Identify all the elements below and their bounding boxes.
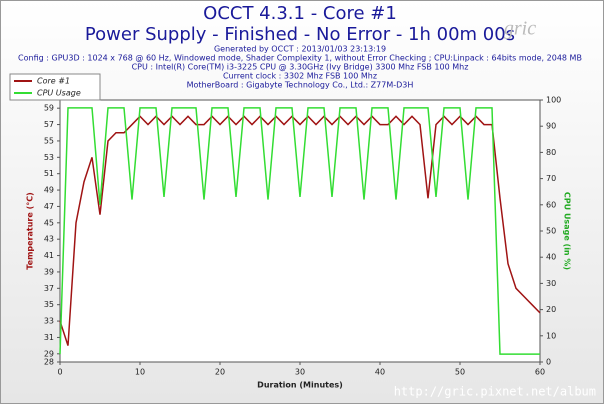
info-line: Generated by OCCT : 2013/01/03 23:13:19 bbox=[214, 45, 386, 54]
y2-tick-label: 40 bbox=[546, 253, 556, 262]
x-axis-label: Duration (Minutes) bbox=[257, 381, 343, 390]
y2-tick-label: 80 bbox=[546, 148, 556, 157]
y2-tick-label: 90 bbox=[546, 122, 556, 131]
x-tick-label: 0 bbox=[57, 368, 62, 377]
chart-subtitle: Power Supply - Finished - No Error - 1h … bbox=[85, 24, 515, 45]
info-line: Config : GPU3D : 1024 x 768 @ 60 Hz, Win… bbox=[18, 54, 582, 63]
y2-tick-label: 10 bbox=[546, 331, 556, 340]
info-line: CPU : Intel(R) Core(TM) i3-3225 CPU @ 3.… bbox=[132, 63, 469, 72]
y2-tick-label: 60 bbox=[546, 200, 556, 209]
info-line: MotherBoard : Gigabyte Technology Co., L… bbox=[187, 81, 414, 90]
y2-tick-label: 100 bbox=[546, 96, 561, 105]
y2-axis-label: CPU Usage (in %) bbox=[563, 192, 572, 270]
y-tick-label: 29 bbox=[44, 349, 54, 358]
info-line: Current clock : 3302 Mhz FSB 100 Mhz bbox=[223, 72, 377, 81]
y-tick-label: 35 bbox=[44, 300, 54, 309]
y-axis-label: Temperature (°C) bbox=[26, 192, 35, 270]
y-tick-label: 41 bbox=[44, 251, 54, 260]
y-tick-label: 47 bbox=[44, 202, 54, 211]
y2-tick-label: 30 bbox=[546, 279, 556, 288]
x-tick-label: 10 bbox=[135, 368, 145, 377]
y-tick-label: 31 bbox=[44, 333, 54, 342]
x-tick-label: 50 bbox=[455, 368, 465, 377]
y2-tick-label: 70 bbox=[546, 174, 556, 183]
x-tick-label: 40 bbox=[375, 368, 385, 377]
x-tick-label: 20 bbox=[215, 368, 225, 377]
x-tick-label: 60 bbox=[535, 368, 545, 377]
y-tick-label: 55 bbox=[44, 136, 54, 145]
legend-label: CPU Usage bbox=[37, 89, 81, 98]
y-tick-label: 28 bbox=[44, 358, 54, 367]
y-tick-label: 59 bbox=[44, 104, 54, 113]
y-tick-label: 49 bbox=[44, 186, 54, 195]
y-tick-label: 57 bbox=[44, 120, 54, 129]
y-tick-label: 33 bbox=[44, 317, 54, 326]
y2-tick-label: 20 bbox=[546, 305, 556, 314]
y-tick-label: 53 bbox=[44, 153, 54, 162]
legend bbox=[9, 73, 101, 101]
y-tick-label: 39 bbox=[44, 267, 54, 276]
watermark-url: http://gric.pixnet.net/album bbox=[394, 385, 596, 399]
chart-title: OCCT 4.3.1 - Core #1 bbox=[203, 3, 397, 24]
legend-label: Core #1 bbox=[37, 77, 70, 86]
y-tick-label: 45 bbox=[44, 218, 54, 227]
x-tick-label: 30 bbox=[295, 368, 305, 377]
watermark: gric bbox=[504, 18, 536, 40]
series-line bbox=[59, 107, 540, 355]
y2-tick-label: 50 bbox=[546, 227, 556, 236]
y-tick-label: 37 bbox=[44, 284, 54, 293]
y-tick-label: 51 bbox=[44, 169, 54, 178]
y-tick-label: 43 bbox=[44, 235, 54, 244]
plot-area bbox=[59, 99, 541, 363]
y2-tick-label: 0 bbox=[546, 358, 551, 367]
